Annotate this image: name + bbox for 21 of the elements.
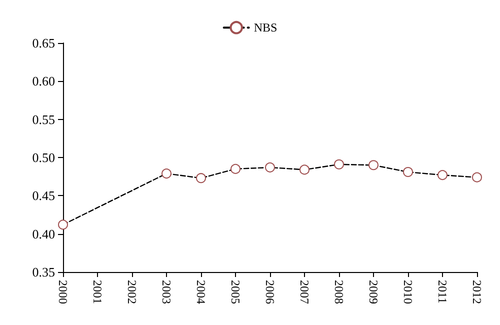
y-tick-label: 0.65 — [32, 36, 55, 50]
y-tick-label: 0.35 — [32, 264, 55, 280]
x-tick-label: 2008 — [332, 280, 346, 304]
x-tick-label: 2001 — [90, 280, 104, 304]
x-tick-label: 2003 — [160, 280, 174, 304]
x-tick-label: 2005 — [228, 280, 242, 304]
x-tick-label: 2007 — [298, 280, 312, 304]
y-tick-label: 0.55 — [32, 112, 55, 127]
x-tick-label: 2011 — [436, 280, 450, 304]
y-tick-label: 0.50 — [32, 150, 55, 165]
x-tick-label: 2000 — [56, 280, 70, 304]
legend-label: NBS — [254, 20, 278, 35]
x-tick-label: 2002 — [125, 280, 139, 304]
x-tick-label: 2012 — [470, 280, 484, 304]
x-tick-label: 2006 — [263, 280, 277, 304]
y-tick-label: 0.60 — [32, 74, 55, 89]
x-tick-label: 2004 — [194, 280, 208, 304]
x-tick-label: 2010 — [401, 280, 415, 304]
x-tick-label: 2009 — [366, 280, 380, 304]
y-tick-label: 0.40 — [32, 226, 55, 242]
y-tick-label: 0.45 — [32, 188, 55, 204]
